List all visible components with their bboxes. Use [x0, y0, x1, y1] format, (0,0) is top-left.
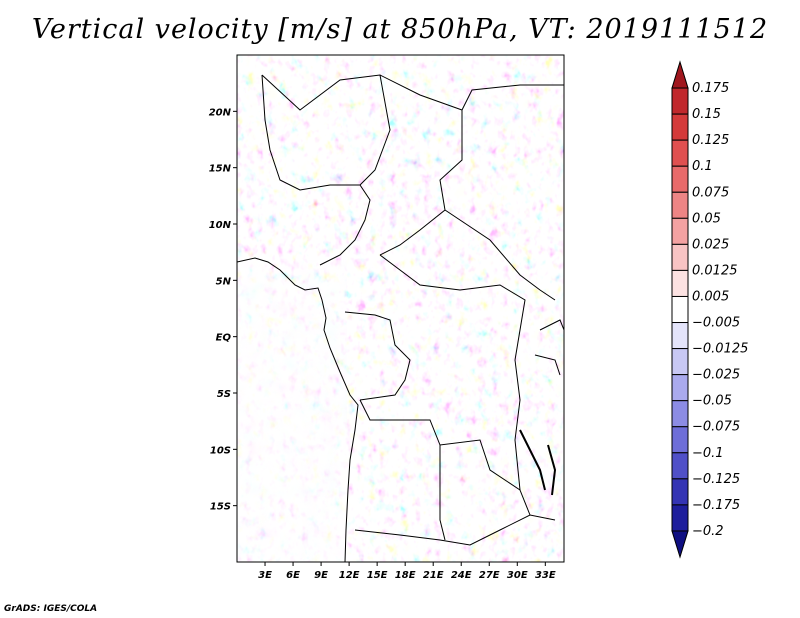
x-tick-label-4: 15E — [367, 570, 388, 581]
x-tick-label-5: 18E — [395, 570, 416, 581]
x-axis: 3E 6E 9E 12E 15E 18E 21E 24E 27E 30E 33E — [258, 562, 556, 581]
y-tick-label-2: 10N — [209, 220, 232, 231]
border-car-drc — [379, 254, 526, 361]
colorbar-label-2: 0.125 — [692, 133, 729, 148]
x-tick-label-0: 3E — [258, 570, 272, 581]
border-east — [514, 359, 531, 516]
x-tick-label-6: 21E — [423, 570, 444, 581]
colorbar-bin-11 — [671, 348, 689, 376]
colorbar-bin-0 — [671, 60, 689, 89]
border-sahel — [261, 74, 371, 266]
x-tick-label-10: 33E — [535, 570, 556, 581]
colorbar-bin-13 — [671, 400, 689, 428]
colorbar-bin-6 — [671, 217, 689, 245]
x-tick-label-2: 9E — [314, 570, 328, 581]
colorbar-label-0: 0.175 — [692, 81, 729, 96]
colorbar-label-3: 0.1 — [692, 159, 713, 174]
x-tick-label-8: 27E — [479, 570, 500, 581]
colorbar-bin-4 — [671, 165, 689, 193]
y-tick-label-1: 15N — [209, 164, 232, 175]
colorbar-label-11: −0.025 — [692, 368, 740, 383]
grads-credit: GrADS: IGES/COLA — [4, 604, 98, 614]
y-tick-label-6: 10S — [210, 445, 231, 456]
border-sudan — [444, 209, 556, 301]
y-tick-label-5: 5S — [217, 389, 231, 400]
colorbar-label-5: 0.05 — [692, 211, 721, 226]
colorbar-label-17: −0.2 — [692, 524, 724, 539]
colorbar-label-8: 0.005 — [692, 289, 729, 304]
colorbar-label-9: −0.005 — [692, 316, 740, 331]
colorbar-bin-16 — [671, 478, 689, 506]
y-tick-label-4: EQ — [216, 333, 232, 344]
colorbar-bin-10 — [671, 322, 689, 350]
lake-malawi — [547, 444, 557, 496]
colorbar-bin-7 — [671, 243, 689, 271]
colorbar-label-4: 0.075 — [692, 185, 729, 200]
chart-title: Vertical velocity [m/s] at 850hPa, VT: 2… — [31, 14, 769, 45]
border-niger-chad — [359, 74, 391, 186]
colorbar-bin-12 — [671, 374, 689, 402]
colorbar-bin-2 — [671, 113, 689, 141]
border-lakes — [534, 319, 564, 376]
border-north — [261, 74, 463, 256]
colorbar-label-13: −0.075 — [692, 420, 740, 435]
colorbar-label-12: −0.05 — [692, 394, 732, 409]
field-layer — [237, 55, 564, 562]
colorbar-bin-15 — [671, 452, 689, 480]
colorbar-label-1: 0.15 — [692, 107, 721, 122]
border-libya-sudan — [461, 84, 564, 111]
colorbar-bin-9 — [671, 295, 689, 324]
colorbar-bin-5 — [671, 191, 689, 219]
border-congo — [344, 311, 411, 401]
y-axis: 20N 15N 10N 5N EQ 5S 10S 15S — [209, 107, 237, 513]
colorbar-label-10: −0.0125 — [692, 342, 748, 357]
y-tick-label-7: 15S — [210, 502, 231, 513]
x-tick-label-7: 24E — [451, 570, 472, 581]
ocean-field — [237, 260, 347, 562]
x-tick-label-1: 6E — [286, 570, 300, 581]
colorbar-bin-18 — [671, 530, 689, 559]
colorbar-bin-14 — [671, 426, 689, 454]
map-borders — [237, 74, 564, 562]
border-angola-zambia — [439, 445, 446, 541]
y-tick-label-0: 20N — [209, 107, 232, 118]
colorbar-label-6: 0.025 — [692, 237, 729, 252]
y-tick-label-3: 5N — [216, 276, 232, 287]
coastline-west — [237, 257, 359, 562]
colorbar-bin-8 — [671, 269, 689, 297]
colorbar-bin-3 — [671, 139, 689, 167]
colorbar-bin-1 — [671, 87, 689, 115]
colorbar-label-16: −0.175 — [692, 498, 740, 513]
x-tick-label-9: 30E — [507, 570, 528, 581]
colorbar-label-7: 0.0125 — [692, 263, 738, 278]
colorbar-bin-17 — [671, 504, 689, 532]
colorbar-label-14: −0.1 — [692, 446, 724, 461]
plot-frame — [236, 54, 565, 563]
x-tick-label-3: 12E — [339, 570, 360, 581]
colorbar-label-15: −0.125 — [692, 472, 740, 487]
lake-tanganyika — [519, 429, 546, 491]
colorbar: 0.175 0.15 0.125 0.1 0.075 0.05 0.025 0.0125 0.0… — [671, 60, 748, 559]
